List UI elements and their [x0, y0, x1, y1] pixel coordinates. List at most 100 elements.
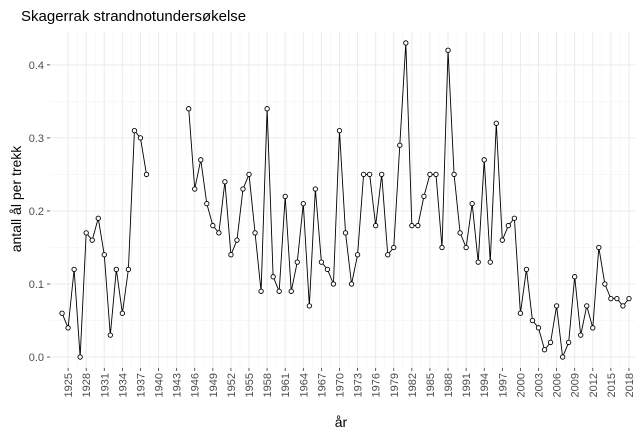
y-tick-label: 0.1 — [29, 279, 44, 291]
data-point — [119, 310, 126, 316]
x-tick-label: 2009 — [570, 373, 582, 397]
data-point — [373, 222, 379, 229]
data-point — [626, 295, 632, 302]
x-tick-label: 2000 — [515, 373, 527, 397]
x-tick-label: 1940 — [154, 373, 166, 397]
grid-major — [50, 32, 635, 368]
x-tick-label: 1934 — [117, 373, 129, 397]
data-point — [409, 222, 415, 229]
data-point — [572, 274, 578, 280]
data-point — [282, 193, 288, 200]
data-point — [433, 171, 439, 178]
data-point — [318, 259, 325, 265]
x-tick-label: 2003 — [534, 373, 546, 397]
data-point — [439, 244, 445, 251]
x-tick-label: 1982 — [407, 373, 419, 397]
data-point — [324, 266, 331, 273]
data-point — [517, 310, 524, 316]
data-point — [288, 288, 294, 294]
data-point — [95, 215, 101, 221]
data-point — [391, 244, 397, 251]
data-point — [415, 222, 421, 229]
data-point — [137, 135, 144, 141]
data-point — [143, 171, 150, 178]
data-point — [258, 288, 264, 294]
x-tick-label: 1964 — [298, 373, 310, 397]
plot-panel — [50, 32, 635, 368]
data-point — [228, 252, 234, 258]
x-tick-label: 1991 — [461, 373, 473, 397]
data-point — [252, 230, 258, 236]
x-tick-label: 1952 — [226, 373, 238, 397]
x-tick-label: 1937 — [135, 373, 147, 397]
data-point — [596, 244, 602, 251]
x-tick-label: 1946 — [190, 373, 202, 397]
x-tick-label: 1949 — [208, 373, 220, 397]
data-point — [113, 266, 119, 273]
x-tick-label: 1928 — [81, 373, 93, 397]
data-point — [493, 120, 499, 126]
x-tick-label: 1925 — [63, 373, 75, 397]
data-point — [360, 171, 367, 178]
data-point — [264, 106, 270, 112]
series-line — [188, 42, 630, 358]
x-tick-label: 1970 — [334, 373, 346, 397]
data-point — [210, 222, 216, 229]
data-point — [348, 281, 355, 287]
data-point — [469, 200, 475, 207]
data-point — [83, 230, 89, 236]
x-tick-label: 1955 — [244, 373, 256, 397]
data-point — [445, 47, 451, 53]
data-point — [475, 259, 481, 265]
x-tick-label: 1973 — [353, 373, 365, 397]
data-point — [457, 230, 463, 236]
data-point — [487, 259, 493, 265]
data-point — [553, 303, 560, 309]
data-point — [584, 303, 590, 309]
data-point — [379, 171, 385, 178]
x-tick-label: 1985 — [425, 373, 437, 397]
x-tick-label: 2018 — [624, 373, 636, 397]
data-point — [246, 171, 252, 178]
data-point — [330, 281, 337, 287]
data-point — [590, 325, 596, 331]
data-point — [354, 252, 361, 258]
data-point — [566, 339, 572, 346]
data-point — [342, 230, 349, 236]
data-point — [216, 230, 222, 236]
x-tick-label: 1967 — [316, 373, 328, 397]
data-point — [234, 237, 240, 243]
data-point — [192, 186, 198, 192]
data-point — [559, 354, 566, 360]
x-axis-title: år — [335, 414, 348, 430]
data-point — [101, 252, 107, 258]
data-point — [602, 281, 608, 287]
y-tick-label: 0.0 — [29, 352, 44, 364]
data-point — [294, 259, 300, 265]
data-point — [65, 325, 71, 331]
x-tick-label: 1943 — [172, 373, 184, 397]
data-point — [499, 237, 505, 243]
x-tick-label: 1976 — [371, 373, 383, 397]
data-point — [547, 339, 554, 346]
data-point — [397, 142, 403, 148]
data-point — [529, 317, 536, 324]
x-tick-label: 1979 — [389, 373, 401, 397]
x-tick-label: 1961 — [280, 373, 292, 397]
data-point — [240, 186, 246, 192]
data-point — [306, 303, 312, 309]
x-tick-label: 2012 — [588, 373, 600, 397]
data-point — [451, 171, 457, 178]
data-point — [608, 295, 614, 302]
x-tick-label: 1994 — [479, 373, 491, 397]
y-axis: 0.0 0.1 0.2 0.3 0.4 — [29, 60, 50, 364]
data-point — [89, 237, 95, 243]
data-point — [541, 347, 548, 353]
data-point — [336, 127, 343, 134]
data-point — [71, 266, 77, 273]
data-point — [186, 106, 192, 112]
y-tick-label: 0.2 — [29, 206, 44, 218]
data-point — [222, 179, 228, 185]
x-tick-label: 1931 — [99, 373, 111, 397]
